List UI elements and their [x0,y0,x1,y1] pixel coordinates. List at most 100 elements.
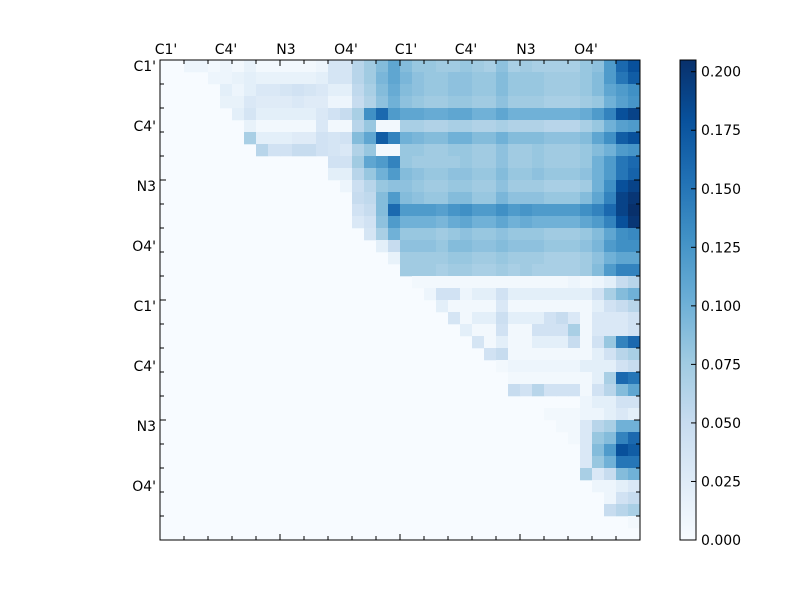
heatmap-cell [328,156,341,169]
heatmap-cell [436,240,449,253]
heatmap-cell [628,456,641,469]
heatmap-cell [568,276,581,289]
heatmap-cell [580,144,593,157]
heatmap-cell [628,384,641,397]
heatmap-cell [628,168,641,181]
heatmap-cell [532,108,545,121]
heatmap-cell [592,168,605,181]
heatmap-cell [472,192,485,205]
heatmap-cell [556,192,569,205]
heatmap-cell [568,288,581,301]
heatmap-cell [316,60,329,73]
heatmap-cell [460,120,473,133]
heatmap-cell [328,72,341,85]
heatmap-cell [532,192,545,205]
heatmap-cell [544,132,557,145]
heatmap-cell [268,132,281,145]
heatmap-cell [616,480,629,493]
heatmap-cell [556,132,569,145]
heatmap-cell [616,204,629,217]
heatmap-cell [532,156,545,169]
heatmap-cell [472,132,485,145]
heatmap-cell [388,144,401,157]
heatmap-cell [364,180,377,193]
heatmap-cell [604,372,617,385]
heatmap-cell [616,396,629,409]
heatmap-cell [628,300,641,313]
heatmap-cell [628,72,641,85]
heatmap-cell [532,60,545,73]
heatmap-cell [616,144,629,157]
heatmap-cell [412,252,425,265]
heatmap-cell [628,360,641,373]
heatmap-cell [424,240,437,253]
colorbar-tick-label: 0.175 [701,123,741,139]
heatmap-cell [508,372,521,385]
heatmap-cell [448,228,461,241]
heatmap-cell [364,84,377,97]
heatmap-cell [436,156,449,169]
heatmap-cell [568,216,581,229]
heatmap-cell [376,72,389,85]
heatmap-cell [472,84,485,97]
heatmap-cell [580,336,593,349]
heatmap-cell [616,216,629,229]
heatmap-cell [604,420,617,433]
heatmap-cell [412,180,425,193]
heatmap-cell [412,132,425,145]
heatmap-cell [472,168,485,181]
heatmap-cell [520,312,533,325]
heatmap-cell [616,120,629,133]
y-tick-label: N3 [137,179,156,195]
heatmap-cell [352,144,365,157]
heatmap-cell [616,264,629,277]
heatmap-cell [580,372,593,385]
heatmap-cell [532,72,545,85]
heatmap-cell [616,132,629,145]
heatmap-cell [532,288,545,301]
heatmap-cell [304,144,317,157]
heatmap-cell [472,60,485,73]
heatmap-cell [580,60,593,73]
heatmap-cell [484,156,497,169]
heatmap-cell [520,372,533,385]
heatmap-cell [616,456,629,469]
y-tick-label: O4' [132,239,156,255]
heatmap-cell [604,468,617,481]
heatmap-cell [544,360,557,373]
heatmap-cell [472,312,485,325]
heatmap-cell [592,228,605,241]
heatmap-cell [556,324,569,337]
heatmap-cell [436,144,449,157]
heatmap-cell [592,456,605,469]
heatmap-cell [400,96,413,109]
heatmap-cell [580,312,593,325]
y-tick-label: O4' [132,479,156,495]
heatmap-cell [400,168,413,181]
heatmap-cell [484,324,497,337]
heatmap-cell [484,276,497,289]
heatmap-cell [544,108,557,121]
heatmap-cell [580,468,593,481]
heatmap-cell [532,372,545,385]
heatmap-cell [484,312,497,325]
heatmap-cell [496,348,509,361]
heatmap-cell [508,312,521,325]
heatmap-cell [508,276,521,289]
heatmap-cell [364,108,377,121]
colorbar-tick-label: 0.200 [701,65,741,81]
heatmap-cell [520,216,533,229]
heatmap-cell [208,60,221,73]
y-tick-label: C4' [133,119,156,135]
heatmap-cell [460,132,473,145]
heatmap-cell [532,324,545,337]
heatmap-cell [628,252,641,265]
heatmap-cell [496,180,509,193]
heatmap-cell [484,240,497,253]
heatmap-cell [340,84,353,97]
heatmap-cell [532,264,545,277]
heatmap-cell [616,108,629,121]
heatmap-cell [376,180,389,193]
heatmap-cell [460,144,473,157]
